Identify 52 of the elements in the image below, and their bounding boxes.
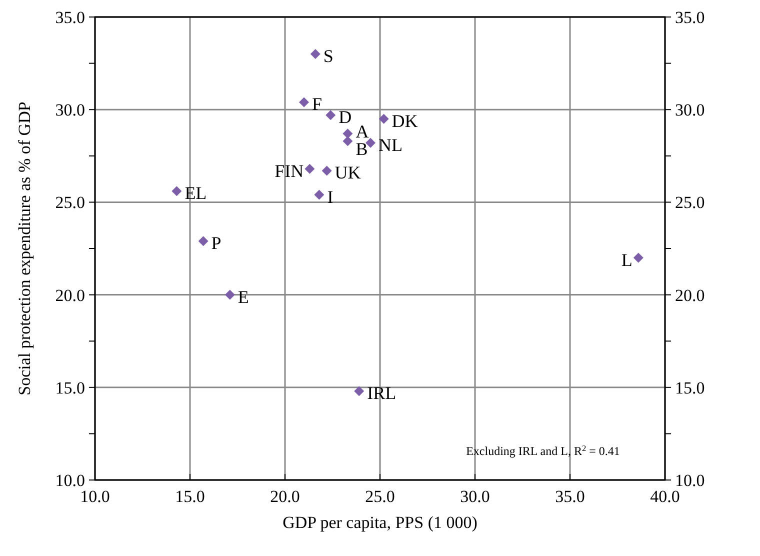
- annotation: Excluding IRL and L, R$^{2}$ = 0.41: [466, 444, 620, 458]
- annotation: IRL: [367, 383, 396, 404]
- x-tick-label: 40.0: [650, 487, 680, 506]
- annotation: F: [312, 94, 322, 114]
- point: [224, 290, 235, 300]
- annotation: E: [238, 286, 249, 307]
- point: [299, 97, 309, 108]
- point: [198, 236, 208, 246]
- y-tick-label: 10.0: [55, 471, 85, 490]
- y2-tick-label: 20.0: [675, 286, 705, 305]
- annotation: A: [356, 122, 369, 142]
- y-tick-label: 25.0: [55, 193, 85, 212]
- annotation: D: [338, 107, 352, 128]
- x-tick-label: 25.0: [365, 487, 395, 506]
- annotation: S: [323, 46, 334, 66]
- point: [366, 138, 376, 148]
- x-tick-label: 20.0: [270, 487, 300, 506]
- y-axis-title: Social protection expenditure as % of GDP: [15, 102, 34, 396]
- annotation: P: [211, 233, 222, 254]
- point: [633, 252, 644, 263]
- annotation: B: [356, 139, 368, 160]
- x-tick-label: 30.0: [460, 487, 490, 506]
- annotation: NL: [378, 134, 402, 155]
- x-axis-title: GDP per capita, PPS (1 000): [282, 513, 478, 532]
- y-tick-label: 20.0: [55, 286, 85, 305]
- y-tick-label: 35.0: [55, 8, 85, 27]
- y2-tick-label: 15.0: [675, 378, 705, 398]
- point: [310, 49, 320, 60]
- point: [326, 110, 336, 120]
- annotation: I: [327, 186, 334, 207]
- point: [172, 186, 182, 196]
- annotation: L: [621, 250, 632, 270]
- y-tick-label: 15.0: [55, 378, 85, 398]
- point: [304, 164, 315, 174]
- annotation: UK: [334, 162, 361, 183]
- point: [342, 128, 353, 139]
- x-tick-label: 15.0: [175, 487, 205, 506]
- point: [378, 114, 389, 124]
- point: [322, 166, 332, 176]
- point: [314, 190, 324, 200]
- x-tick-label: 35.0: [555, 487, 585, 506]
- y2-tick-label: 10.0: [675, 471, 705, 490]
- annotation: FIN: [274, 160, 304, 181]
- y-tick-label: 30.0: [55, 100, 85, 120]
- x-tick-label: 10.0: [80, 487, 110, 506]
- y2-tick-label: 30.0: [675, 100, 705, 120]
- y2-tick-label: 35.0: [675, 8, 705, 27]
- y2-tick-label: 25.0: [675, 193, 705, 212]
- point: [354, 386, 364, 396]
- point: [342, 136, 353, 146]
- annotation: DK: [392, 110, 418, 131]
- annotation: EL: [184, 183, 207, 204]
